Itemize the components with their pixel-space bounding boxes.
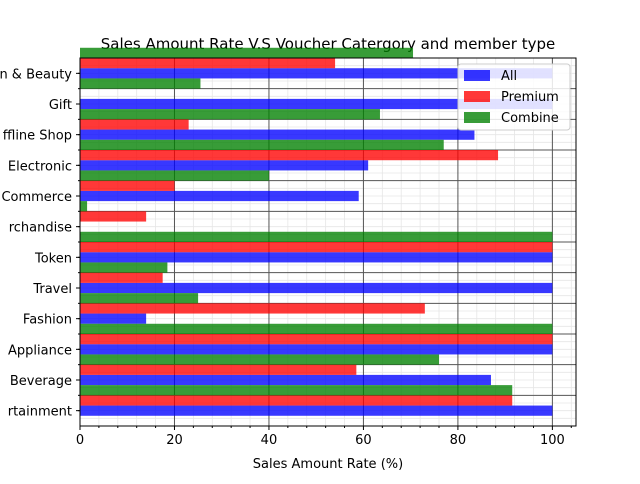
legend-label-combine: Combine: [501, 111, 559, 126]
bar-combine-9: [80, 109, 380, 120]
y-tick-label: Beverage: [10, 374, 72, 389]
x-tick-label: 40: [261, 433, 278, 448]
bar-premium-6: [80, 211, 147, 222]
bar-premium-11: [80, 58, 336, 69]
x-tick-label: 60: [355, 433, 372, 448]
bar-all-0: [80, 405, 553, 416]
legend-swatch-all: [464, 70, 490, 81]
bar-combine-8: [80, 139, 444, 150]
bar-premium-1: [80, 364, 357, 375]
legend: All Premium Combine: [457, 63, 571, 131]
bar-combine-5: [80, 231, 553, 242]
bar-all-8: [80, 160, 369, 171]
y-tick-label: rtainment: [8, 405, 72, 420]
y-axis: rtainment Beverage Appliance Fashion Travel T…: [0, 67, 80, 420]
x-axis: 0 20 40 60 80 100: [76, 426, 572, 448]
y-tick-label: ffline Shop: [3, 129, 72, 144]
y-tick-label: Fashion: [23, 313, 72, 328]
bars: [80, 47, 553, 416]
x-tick-label: 80: [450, 433, 467, 448]
y-tick-label: Token: [34, 251, 72, 266]
bar-premium-4: [80, 272, 163, 283]
y-tick-label: Appliance: [8, 343, 72, 358]
bar-combine-7: [80, 170, 269, 181]
y-tick-label: Commerce: [1, 190, 72, 205]
bar-all-9: [80, 129, 475, 140]
bar-premium-2: [80, 334, 553, 345]
bar-combine-3: [80, 293, 199, 304]
bar-combine-2: [80, 323, 553, 334]
bar-combine-6: [80, 201, 88, 212]
bar-premium-7: [80, 180, 175, 191]
bar-all-1: [80, 374, 491, 386]
bar-premium-0: [80, 395, 513, 406]
bar-combine-4: [80, 262, 168, 273]
bar-combine-0: [80, 385, 513, 396]
legend-swatch-combine: [464, 112, 490, 123]
bar-all-5: [80, 252, 553, 263]
legend-label-premium: Premium: [501, 90, 559, 105]
bar-premium-9: [80, 119, 189, 130]
x-tick-label: 100: [540, 433, 565, 448]
x-tick-label: 20: [166, 433, 183, 448]
y-tick-label: n & Beauty: [0, 67, 72, 82]
bar-premium-3: [80, 303, 425, 314]
y-tick-label: rchandise: [9, 221, 72, 236]
bar-combine-10: [80, 78, 201, 89]
bar-combine-1: [80, 354, 440, 365]
y-tick-label: Gift: [49, 98, 72, 113]
bar-all-4: [80, 282, 553, 294]
bar-combine-11: [80, 47, 414, 58]
x-axis-label: Sales Amount Rate (%): [253, 457, 403, 472]
bar-all-3: [80, 313, 147, 324]
legend-label-all: All: [501, 69, 517, 84]
bar-premium-5: [80, 242, 553, 253]
legend-swatch-premium: [464, 91, 490, 102]
y-tick-label: Electronic: [8, 159, 72, 174]
x-tick-label: 0: [76, 433, 84, 448]
bar-all-7: [80, 190, 359, 202]
y-tick-label: Travel: [32, 282, 72, 297]
bar-premium-8: [80, 150, 499, 161]
bar-all-11: [80, 68, 553, 79]
bar-all-2: [80, 344, 553, 355]
bar-all-10: [80, 98, 553, 110]
